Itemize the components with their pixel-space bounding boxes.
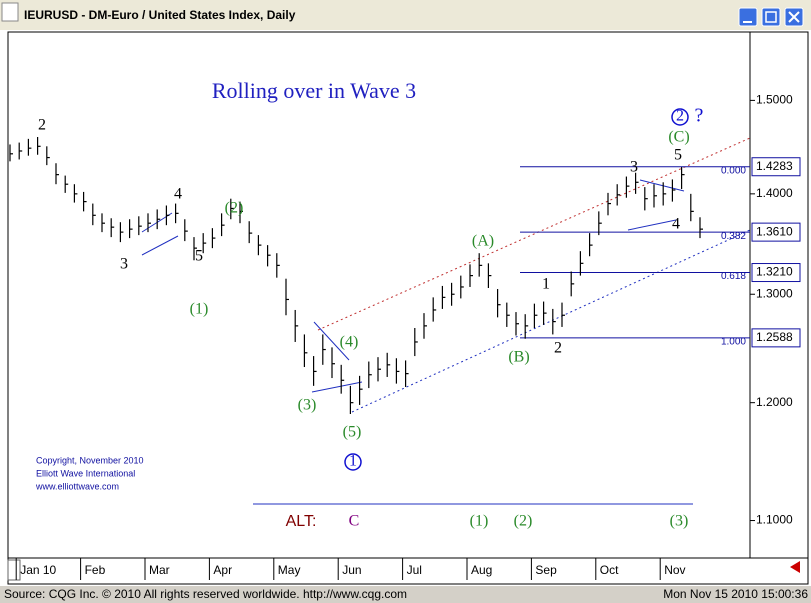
wave-circle [344,453,362,471]
price-box [751,328,801,348]
copyright: Copyright, November 2010 [36,455,144,465]
wave-label: (B) [508,349,529,366]
y-tick-label: 1.5000 [756,93,793,107]
wave-label: (4) [340,334,359,351]
alt-label: (2) [514,513,533,530]
y-tick-label: 1.2000 [756,395,793,409]
wave-label: (2) [225,200,244,217]
timestamp: Mon Nov 15 2010 15:00:36 [663,587,808,601]
wave4-lines [311,321,363,393]
price-box-label: 1.4283 [756,159,793,173]
x-tick-label: Aug [471,563,492,577]
copyright: Elliott Wave International [36,468,135,478]
maximize-button[interactable] [761,7,781,27]
alt-label: ALT: [286,513,317,530]
x-tick-label: Apr [213,563,232,577]
status-bar [0,586,811,603]
x-tick-label: Feb [85,563,106,577]
wave-label: 1 [349,453,357,470]
title-bar [0,0,811,30]
fib-ratio: 1.000 [721,337,746,348]
price-box [751,222,801,242]
x-tick-label: May [278,563,301,577]
fib-ratio: 0.618 [721,271,746,282]
wave-label: (C) [668,129,689,146]
x-tick-label: Oct [600,563,619,577]
x-tick-label: Jul [407,563,422,577]
wave-label: 2 [38,117,46,134]
fib-ratio: 0.382 [721,231,746,242]
alt-label: C [349,513,360,530]
price-box-label: 1.3610 [756,224,793,238]
y-tick-label: 1.1000 [756,513,793,527]
wave-label: 5 [195,248,203,265]
close-glyph [788,11,800,23]
time-axis [7,557,809,585]
price-axis [749,31,809,559]
wave-label: 5 [674,147,682,164]
x-tick-label: Mar [149,563,170,577]
copyright: www.elliottwave.com [35,481,119,491]
y-tick-label: 1.3000 [756,286,793,300]
maximize-glyph [765,11,777,23]
wave4-triangle [627,179,685,231]
x-tick-label: Jun [342,563,361,577]
plot-area [7,31,751,559]
wave-label: 3 [630,159,638,176]
source-note: Source: CQG Inc. © 2010 All rights reser… [4,587,407,601]
wave-label: 4 [174,186,182,203]
scroll-box[interactable] [7,559,21,581]
x-tick-label: Nov [664,563,685,577]
price-box [751,263,801,283]
x-tick-label: Jan 10 [20,563,56,577]
wave-label: 4 [672,216,680,233]
wave-label: 3 [120,256,128,273]
wave-label: (A) [472,233,494,250]
wave-label: (5) [343,424,362,441]
window-title: IEURUSD - DM-Euro / United States Index,… [24,8,296,22]
wave-label: 1 [542,276,550,293]
minimize-button[interactable] [738,7,758,27]
channel-upper [317,137,751,331]
wave-label: 2 [554,340,562,357]
wave-label: (1) [190,301,209,318]
window-icon [1,2,19,22]
wave-circle [671,108,689,126]
alt-label: (3) [670,513,689,530]
wave-label: (3) [298,397,317,414]
wave-label: ? [695,105,704,127]
x-tick-label: Sep [535,563,557,577]
price-box-label: 1.2588 [756,330,793,344]
price-box [751,157,801,177]
fib-ratio: 0.000 [721,165,746,176]
y-tick-label: 1.4000 [756,186,793,200]
wave-label: 2 [676,108,684,125]
alt-label: (1) [470,513,489,530]
chart-title: Rolling over in Wave 3 [212,78,416,103]
scroll-arrow[interactable] [790,561,800,573]
price-box-label: 1.3210 [756,265,793,279]
